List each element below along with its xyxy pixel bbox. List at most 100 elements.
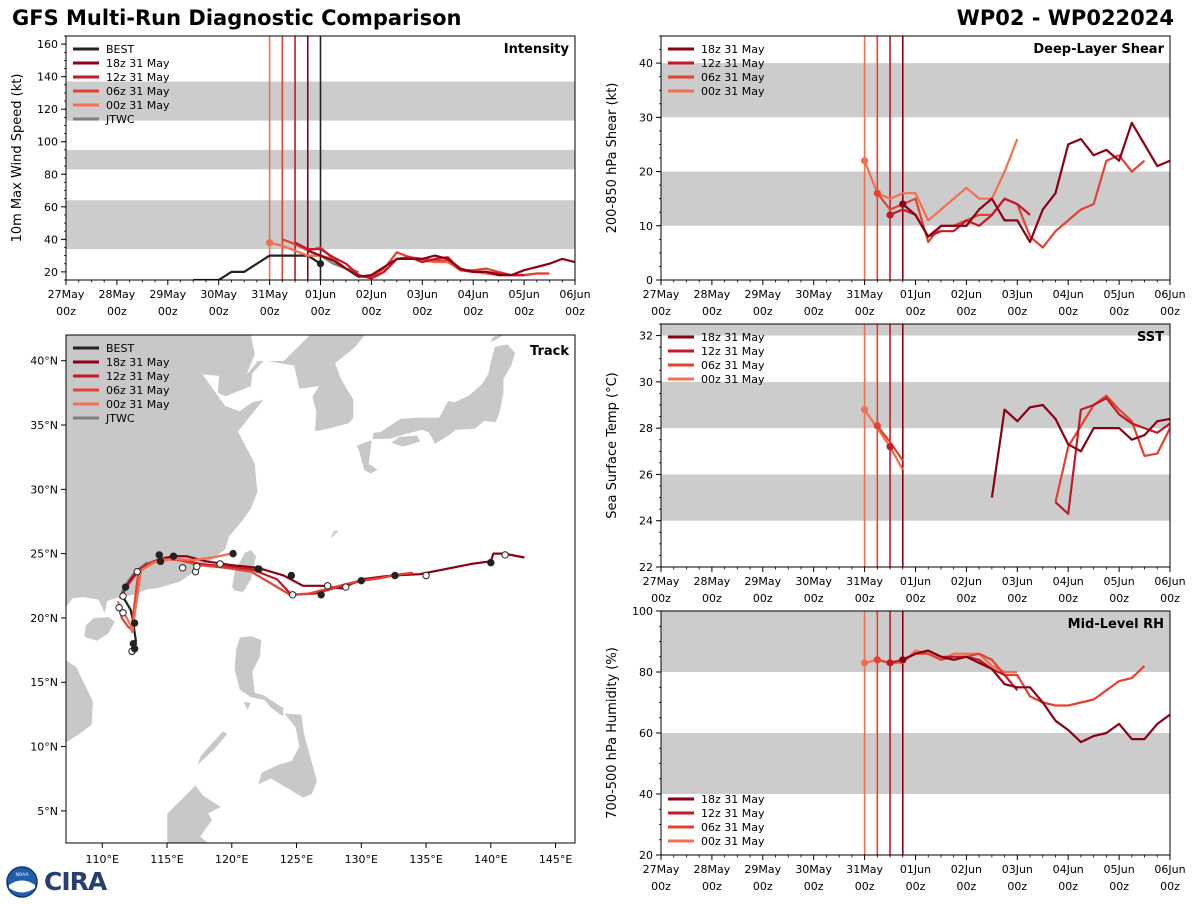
xtick-sublabel-sst-8: 00z [1058, 592, 1078, 605]
landmass-palawan [196, 730, 229, 767]
xtick-label-sst-7: 03Jun [1002, 575, 1033, 588]
xtick-label-intensity-9: 05Jun [509, 288, 540, 301]
xtick-sublabel-rh-7: 00z [1007, 880, 1027, 893]
series-line-sst-1-1 [1054, 394, 1170, 503]
xtick-label-shear-4: 31May [846, 288, 883, 301]
xtick-sublabel-rh-4: 00z [855, 880, 875, 893]
xtick-sublabel-shear-6: 00z [957, 305, 977, 318]
legend-label-sst-0: 18z 31 May [701, 331, 765, 344]
xtick-label-intensity-4: 31May [251, 288, 288, 301]
xtick-label-rh-0: 27May [643, 863, 680, 876]
xtick-sublabel-sst-2: 00z [753, 592, 773, 605]
legend-label-rh-1: 12z 31 May [701, 807, 765, 820]
xtick-label-sst-0: 27May [643, 575, 680, 588]
xtick-label-track-4: 130°E [345, 853, 378, 866]
track-point-4 [119, 609, 127, 617]
ytick-label-track-6: 35°N [30, 419, 58, 432]
cira-logo-text: CIRA [44, 867, 107, 896]
series-line-sst-1-0 [876, 425, 904, 462]
xtick-sublabel-shear-2: 00z [753, 305, 773, 318]
xtick-label-rh-7: 03Jun [1002, 863, 1033, 876]
xtick-label-sst-1: 28May [694, 575, 731, 588]
legend-label-intensity-2: 12z 31 May [106, 71, 170, 84]
xtick-label-intensity-6: 02Jun [356, 288, 387, 301]
ytick-label-track-0: 5°N [37, 805, 58, 818]
xtick-label-rh-4: 31May [846, 863, 883, 876]
legend-label-intensity-3: 06z 31 May [106, 85, 170, 98]
ytick-label-track-5: 30°N [30, 483, 58, 496]
ylabel-shear: 200-850 hPa Shear (kt) [605, 83, 620, 234]
xtick-label-shear-7: 03Jun [1002, 288, 1033, 301]
ytick-label-track-2: 15°N [30, 676, 58, 689]
series-marker-sst-2 [886, 443, 894, 451]
track-point-6 [121, 583, 130, 591]
track-point-25 [391, 571, 399, 580]
xtick-label-shear-5: 01Jun [900, 288, 931, 301]
series-marker-shear-0 [861, 157, 869, 165]
track-point-26 [422, 571, 430, 580]
track-point-19 [287, 571, 296, 580]
ylabel-intensity: 10m Max Wind Speed (kt) [10, 74, 25, 243]
shade-band-rh-1 [661, 611, 1170, 672]
ytick-label-track-3: 20°N [30, 612, 58, 625]
ytick-label-sst-4: 30 [639, 376, 653, 389]
landmass-china [66, 335, 366, 616]
xtick-label-intensity-0: 27May [48, 288, 85, 301]
landmass-shikoku [390, 434, 422, 448]
xtick-label-sst-3: 30May [795, 575, 832, 588]
ytick-label-shear-1: 10 [639, 220, 653, 233]
track-point-12 [178, 564, 187, 572]
xtick-label-shear-10: 06Jun [1154, 288, 1185, 301]
xtick-label-sst-6: 02Jun [951, 575, 982, 588]
legend-label-sst-2: 06z 31 May [701, 359, 765, 372]
legend-label-shear-0: 18z 31 May [701, 43, 765, 56]
legend-label-track-2: 12z 31 May [106, 370, 170, 383]
shade-band-sst-0 [661, 474, 1170, 521]
xtick-label-rh-6: 02Jun [951, 863, 982, 876]
xtick-label-rh-5: 01Jun [900, 863, 931, 876]
xtick-sublabel-intensity-9: 00z [514, 305, 534, 318]
xtick-label-sst-5: 01Jun [900, 575, 931, 588]
xtick-label-shear-9: 05Jun [1104, 288, 1135, 301]
series-marker-rh-3 [899, 656, 907, 664]
panel-title-track: Track [530, 344, 569, 359]
series-marker-shear-3 [899, 200, 907, 208]
xtick-label-track-2: 120°E [215, 853, 248, 866]
track-point-2 [129, 639, 138, 648]
panel-rh: 20 40 60 80 100 27May 00z 28May 00z 29May 00z 30May… [605, 605, 1186, 893]
ytick-label-sst-1: 24 [639, 515, 653, 528]
series-line-sst-3-0 [990, 403, 1170, 498]
ytick-label-intensity-6: 140 [37, 71, 58, 84]
xtick-label-sst-9: 05Jun [1104, 575, 1135, 588]
legend-label-track-5: JTWC [105, 412, 135, 425]
xtick-label-intensity-7: 03Jun [407, 288, 438, 301]
legend-label-rh-0: 18z 31 May [701, 793, 765, 806]
xtick-label-rh-3: 30May [795, 863, 832, 876]
xtick-sublabel-shear-7: 00z [1007, 305, 1027, 318]
legend-label-shear-1: 12z 31 May [701, 57, 765, 70]
landmass-hokkaido [488, 335, 522, 344]
xtick-label-sst-4: 31May [846, 575, 883, 588]
xtick-sublabel-rh-6: 00z [957, 880, 977, 893]
xtick-sublabel-intensity-1: 00z [107, 305, 127, 318]
xtick-label-shear-6: 02Jun [951, 288, 982, 301]
xtick-label-track-6: 140°E [474, 853, 507, 866]
ytick-label-sst-0: 22 [639, 561, 653, 574]
ytick-label-intensity-3: 80 [44, 168, 58, 181]
series-marker-shear-2 [886, 211, 894, 219]
xtick-sublabel-sst-6: 00z [957, 592, 977, 605]
series-line-intensity-5-0 [307, 249, 575, 278]
xtick-sublabel-rh-10: 00z [1160, 880, 1180, 893]
series-marker-rh-0 [861, 659, 869, 667]
cira-logo: NOAA CIRA [4, 864, 114, 900]
xtick-label-shear-0: 27May [643, 288, 680, 301]
xtick-label-rh-2: 29May [744, 863, 781, 876]
xtick-sublabel-sst-9: 00z [1109, 592, 1129, 605]
track-point-18 [255, 565, 263, 573]
xtick-sublabel-intensity-4: 00z [260, 305, 280, 318]
xtick-label-rh-9: 05Jun [1104, 863, 1135, 876]
legend-label-track-4: 00z 31 May [106, 398, 170, 411]
xtick-label-sst-10: 06Jun [1154, 575, 1185, 588]
legend-label-track-1: 18z 31 May [106, 356, 170, 369]
